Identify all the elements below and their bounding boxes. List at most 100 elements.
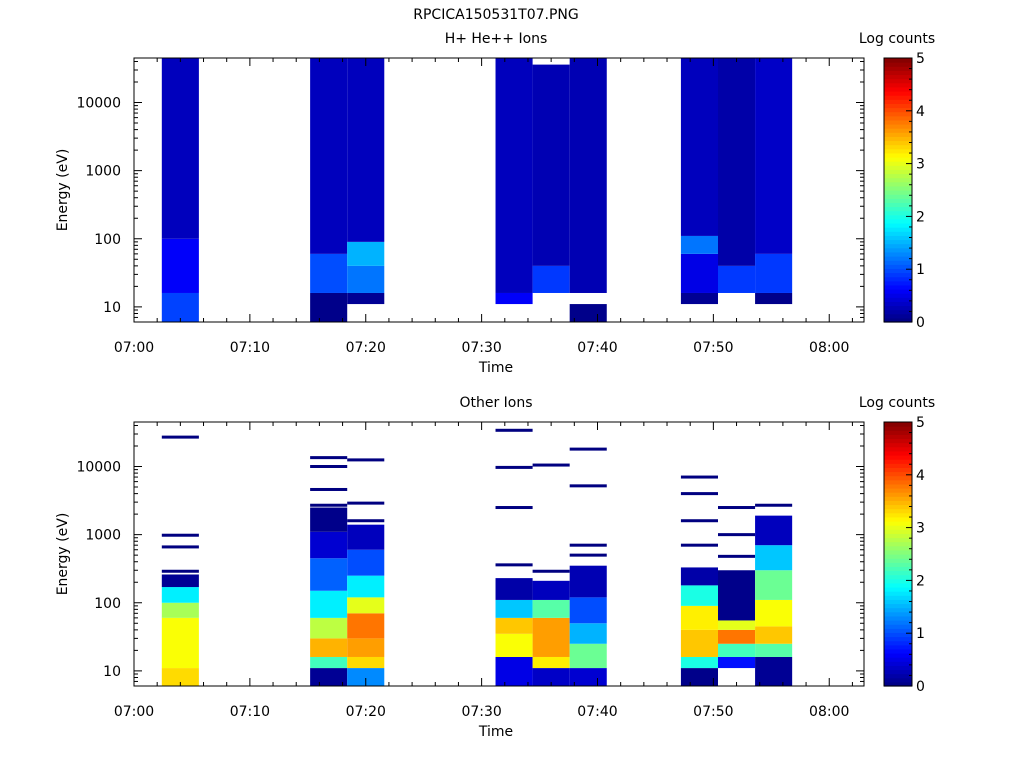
colorbar: 0 1 2 3 4 5 Log counts	[859, 31, 935, 331]
colorbar-tick-label: 5	[916, 51, 925, 67]
energy-band-cell	[495, 292, 533, 305]
energy-band-cell	[569, 304, 607, 322]
colorbar-swatch	[884, 198, 912, 203]
x-tick-label: 07:30	[461, 704, 501, 720]
energy-line-cell	[680, 475, 718, 479]
colorbar-swatch	[884, 562, 912, 567]
time-column	[680, 475, 718, 686]
colorbar-frame	[883, 57, 913, 323]
colorbar-swatch	[884, 611, 912, 617]
y-tick-label: 1000	[85, 528, 121, 544]
colorbar-label: Log counts	[859, 31, 935, 47]
energy-band-cell	[718, 656, 756, 669]
energy-band-cell	[347, 613, 385, 639]
time-column	[495, 58, 533, 305]
colorbar-swatch	[884, 516, 912, 522]
colorbar-swatch	[884, 202, 912, 208]
colorbar-swatch	[884, 496, 912, 501]
energy-band-cell	[532, 668, 570, 686]
panel-title: H+ He++ Ions	[445, 31, 548, 47]
energy-band-cell	[310, 590, 348, 618]
energy-band-cell	[310, 531, 348, 559]
colorbar-swatch	[884, 239, 912, 245]
energy-line-cell	[161, 533, 199, 537]
energy-line-cell	[347, 458, 385, 462]
colorbar-swatch	[884, 293, 912, 298]
spectrogram-panel-2: 07:00 07:10 07:20 07:30 07:40 07:50 08:0010100…	[55, 395, 935, 740]
y-tick-label: 10	[103, 300, 121, 316]
colorbar-swatch	[884, 422, 912, 427]
x-axis-label: Time	[478, 360, 513, 376]
colorbar-swatch	[884, 66, 912, 71]
energy-band-cell	[310, 507, 348, 532]
energy-band-cell	[569, 565, 607, 598]
colorbar-swatch	[884, 124, 912, 129]
energy-line-cell	[680, 543, 718, 547]
colorbar-swatch	[884, 161, 912, 166]
colorbar-swatch	[884, 455, 912, 460]
time-column	[310, 58, 348, 322]
y-tick-label: 100	[94, 596, 121, 612]
energy-band-cell	[680, 629, 718, 657]
energy-band-cell	[755, 570, 793, 600]
energy-band-cell	[532, 265, 570, 293]
time-column	[310, 456, 348, 686]
energy-band-cell	[161, 574, 199, 588]
colorbar-swatch	[884, 636, 912, 642]
energy-band-cell	[532, 617, 570, 657]
colorbar-swatch	[884, 317, 912, 323]
energy-band-cell	[755, 643, 793, 657]
colorbar-swatch	[884, 442, 912, 448]
time-column	[718, 58, 756, 293]
colorbar-swatch	[884, 578, 912, 584]
x-tick-label: 07:50	[693, 340, 733, 356]
colorbar-swatch	[884, 549, 912, 555]
colorbar-swatch	[884, 144, 912, 150]
x-tick-label: 08:00	[809, 340, 849, 356]
colorbar-tick-label: 4	[916, 104, 925, 120]
energy-band-cell	[680, 668, 718, 686]
energy-band-cell	[495, 578, 533, 600]
colorbar-swatch	[884, 140, 912, 146]
colorbar-swatch	[884, 132, 912, 137]
colorbar-swatch	[884, 190, 912, 195]
energy-band-cell	[347, 575, 385, 598]
energy-band-cell	[755, 515, 793, 546]
x-tick-label: 07:30	[461, 340, 501, 356]
energy-band-cell	[161, 602, 199, 618]
energy-line-cell	[569, 553, 607, 557]
colorbar-swatch	[884, 479, 912, 485]
colorbar-swatch	[884, 657, 912, 662]
energy-line-cell	[161, 435, 199, 439]
colorbar-swatch	[884, 165, 912, 170]
colorbar-swatch	[884, 152, 912, 158]
energy-band-cell	[161, 587, 199, 603]
colorbar-swatch	[884, 280, 912, 286]
colorbar-swatch	[884, 426, 912, 431]
energy-line-cell	[680, 492, 718, 496]
energy-band-cell	[347, 668, 385, 686]
energy-band-cell	[680, 585, 718, 606]
energy-band-cell	[347, 292, 385, 305]
colorbar-swatch	[884, 450, 912, 456]
y-tick-label: 100	[94, 232, 121, 248]
energy-line-cell	[569, 543, 607, 547]
time-column	[569, 447, 607, 686]
time-column	[161, 58, 199, 322]
colorbar-swatch	[884, 313, 912, 319]
energy-line-cell	[569, 447, 607, 451]
colorbar-swatch	[884, 148, 912, 154]
colorbar-swatch	[884, 591, 912, 596]
energy-band-cell	[680, 235, 718, 254]
energy-band-cell	[310, 656, 348, 669]
colorbar-swatch	[884, 78, 912, 84]
time-column	[755, 58, 793, 305]
energy-band-cell	[755, 656, 793, 686]
energy-band-cell	[161, 292, 199, 322]
colorbar-swatch	[884, 673, 912, 679]
y-tick-label: 10	[103, 664, 121, 680]
time-column	[495, 428, 533, 686]
y-axis-label: Energy (eV)	[55, 513, 71, 596]
colorbar-swatch	[884, 574, 912, 580]
colorbar-tick-label: 2	[916, 209, 925, 225]
